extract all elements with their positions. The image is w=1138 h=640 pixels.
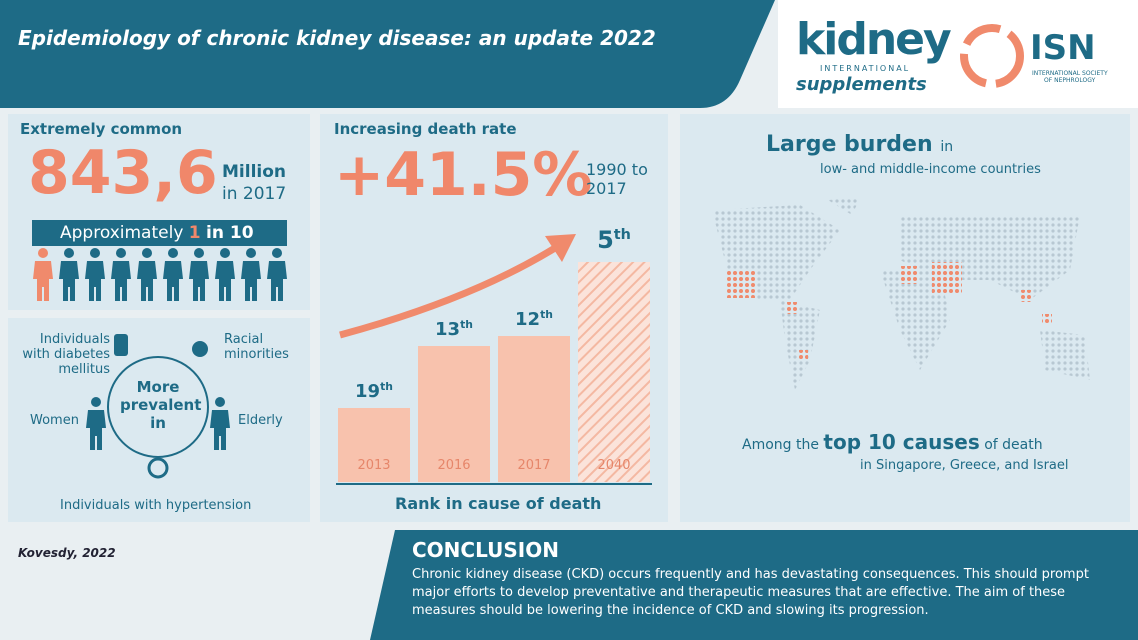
rank: 19th <box>338 380 410 402</box>
ratio-text: Approximately <box>60 223 184 243</box>
rank-suffix: th <box>460 318 473 331</box>
big-number: 843,6 <box>28 138 218 208</box>
group-circle <box>107 356 209 458</box>
heading-text: Large burden <box>766 132 933 157</box>
year: in 2017 <box>222 184 287 204</box>
rank-number: 19 <box>355 381 381 402</box>
conclusion-heading: CONCLUSION <box>412 538 559 562</box>
heading-tail: in <box>940 139 954 155</box>
isn-emblem <box>960 24 1024 88</box>
world-map <box>712 198 1090 390</box>
trend-arrow <box>339 245 557 339</box>
period: 1990 to 2017 <box>586 160 648 198</box>
logo-text: INTERNATIONAL SOCIETY <box>1032 70 1108 77</box>
bar-year: 2040 <box>597 458 631 473</box>
group-label: Individuals with diabetes mellitus <box>22 332 110 377</box>
rank-suffix: th <box>380 380 393 393</box>
center-label: More prevalent in <box>120 378 202 432</box>
arrow-head <box>545 234 576 262</box>
logo-area <box>778 0 1138 108</box>
ratio-text: in 10 <box>206 223 254 243</box>
conclusion-text: Chronic kidney disease (CKD) occurs freq… <box>412 567 1089 618</box>
emphasis: top 10 causes <box>823 430 980 454</box>
header-band <box>0 0 775 108</box>
rank: 5th <box>578 226 650 254</box>
logo-text: OF NEPHROLOGY <box>1044 77 1096 84</box>
big-number: +41.5% <box>334 140 593 210</box>
group-label: Individuals with hypertension <box>60 498 252 513</box>
logo-text: kidney <box>796 14 952 65</box>
rank-bar <box>498 336 570 482</box>
footer-band <box>370 530 1138 640</box>
rank: 13th <box>418 318 490 340</box>
bar-year: 2017 <box>517 458 551 473</box>
burden-line: in Singapore, Greece, and Israel <box>860 458 1069 473</box>
subheading: low- and middle-income countries <box>820 162 1041 177</box>
logo-text: INTERNATIONAL <box>820 64 911 73</box>
ratio-number: 1 <box>188 223 201 243</box>
rank-number: 5 <box>597 226 614 254</box>
bar-year: 2013 <box>357 458 391 473</box>
caption: Rank in cause of death <box>395 494 602 513</box>
rank-suffix: th <box>613 227 631 243</box>
text: of death <box>984 437 1043 453</box>
logo-text: supplements <box>796 74 927 95</box>
title: Epidemiology of chronic kidney disease: … <box>18 26 656 50</box>
heading: Large burden in <box>766 132 953 157</box>
heading: Increasing death rate <box>334 120 517 138</box>
rank-number: 13 <box>435 319 461 340</box>
ratio-banner <box>32 220 287 246</box>
burden-line: Among the top 10 causes of death <box>742 430 1043 454</box>
heading: Extremely common <box>20 120 183 138</box>
rank-suffix: th <box>540 308 553 321</box>
group-label: Racial minorities <box>224 332 289 362</box>
group-label: Elderly <box>238 413 283 428</box>
rank-bar <box>578 262 650 482</box>
rank: 12th <box>498 308 570 330</box>
text: Among the <box>742 437 819 453</box>
citation: Kovesdy, 2022 <box>18 546 116 560</box>
rank-bar <box>418 346 490 482</box>
unit: Million <box>222 162 287 182</box>
rank-number: 12 <box>515 309 541 330</box>
logo-text: ISN <box>1030 28 1096 68</box>
panel <box>8 318 310 522</box>
rank-bar <box>338 408 410 482</box>
group-label: Women <box>30 413 79 428</box>
ratio: Approximately 1 in 10 <box>60 223 254 243</box>
bar-year: 2016 <box>437 458 471 473</box>
group-icons <box>86 334 230 479</box>
